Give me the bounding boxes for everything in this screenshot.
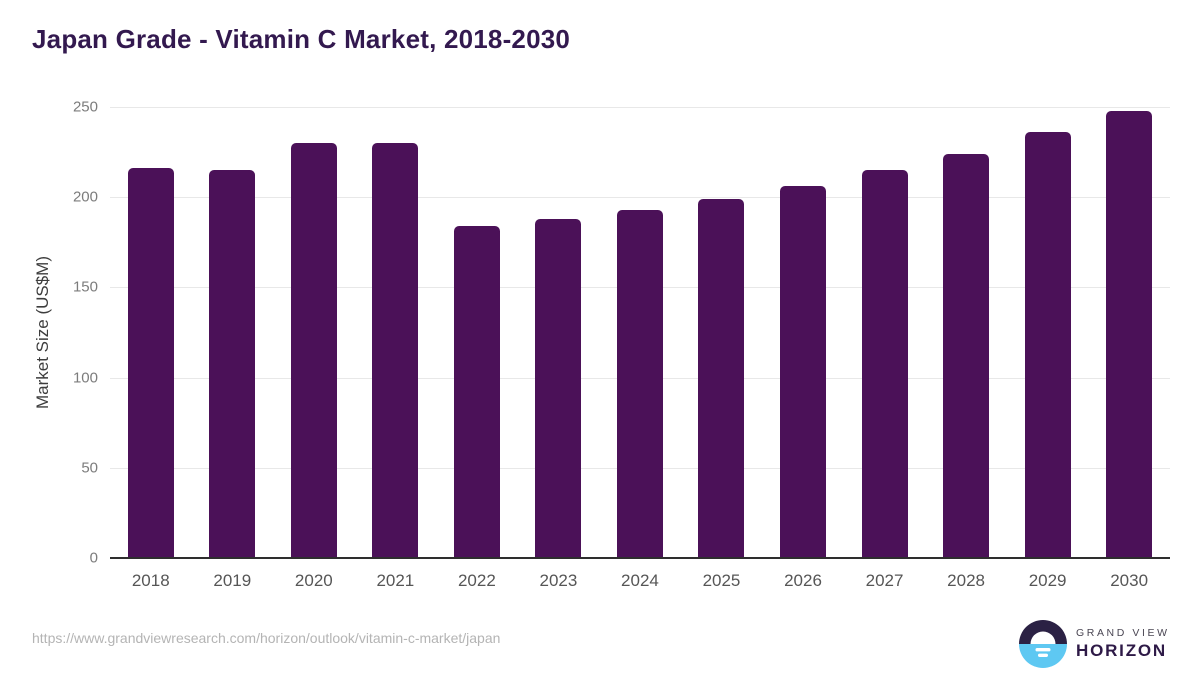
bar-2020[interactable] [290, 143, 337, 558]
bar-slot-2025: 2025 [681, 107, 763, 590]
bar-slot-2029: 2029 [1007, 107, 1089, 590]
y-axis-tick-250: 250 [72, 98, 98, 116]
brand-name-grand-view: GRAND VIEW [1076, 627, 1170, 639]
brand-text: GRAND VIEW HORIZON [1076, 627, 1170, 661]
y-axis-tick-0: 0 [89, 549, 98, 567]
bar-2019[interactable] [209, 170, 256, 558]
bar-slot-2024: 2024 [599, 107, 681, 590]
bar-slot-2020: 2020 [273, 107, 355, 590]
x-axis-label-2028: 2028 [947, 571, 985, 590]
y-axis-tick-50: 50 [81, 459, 98, 477]
bar-2022[interactable] [453, 226, 500, 558]
x-axis-label-2027: 2027 [865, 571, 904, 590]
bar-2021[interactable] [372, 143, 419, 558]
y-axis-tick-100: 100 [72, 369, 98, 387]
bar-2025[interactable] [698, 199, 745, 558]
x-axis-line [110, 557, 1170, 559]
grand-view-horizon-logo-icon [1019, 620, 1067, 668]
bar-2018[interactable] [127, 168, 174, 558]
bar-slot-2019: 2019 [192, 107, 274, 590]
x-axis-label-2030: 2030 [1110, 571, 1149, 590]
x-axis-label-2020: 2020 [294, 571, 333, 590]
y-axis-tick-150: 150 [72, 278, 98, 296]
brand-name-horizon: HORIZON [1076, 641, 1167, 660]
plot-area: 0 50 100 150 200 250 2018 2019 2020 2021 2022 2023… [73, 99, 1170, 590]
bar-slot-2028: 2028 [925, 107, 1007, 590]
bar-2030[interactable] [1106, 110, 1153, 558]
y-axis-title: Market Size (US$M) [30, 107, 56, 558]
gridline-250 [110, 107, 1170, 108]
source-url: https://www.grandviewresearch.com/horizo… [32, 630, 501, 646]
x-axis-label-2022: 2022 [457, 571, 496, 590]
bar-slot-2026: 2026 [762, 107, 844, 590]
x-axis-label-2026: 2026 [784, 571, 822, 590]
brand-logo: GRAND VIEW HORIZON [1019, 620, 1170, 668]
x-axis-label-2018: 2018 [131, 571, 170, 590]
bar-slot-2023: 2023 [518, 107, 600, 590]
bar-2026[interactable] [780, 186, 827, 558]
bar-2024[interactable] [616, 209, 663, 558]
bars-container: 2018 2019 2020 2021 2022 2023 2024 2025 2026 2027… [110, 107, 1170, 590]
x-axis-label-2029: 2029 [1028, 571, 1067, 590]
x-axis-label-2025: 2025 [702, 571, 741, 590]
x-axis-label-2019: 2019 [213, 571, 252, 590]
bar-2028[interactable] [943, 153, 990, 558]
bar-2027[interactable] [861, 170, 908, 558]
bar-slot-2018: 2018 [110, 107, 192, 590]
bar-slot-2030: 2030 [1088, 107, 1170, 590]
bar-2023[interactable] [535, 218, 582, 558]
bar-slot-2021: 2021 [355, 107, 437, 590]
x-axis-label-2023: 2023 [539, 571, 578, 590]
y-axis-title-label: Market Size (US$M) [33, 255, 52, 410]
x-axis-label-2024: 2024 [621, 571, 659, 590]
page-title: Japan Grade - Vitamin C Market, 2018-203… [32, 24, 571, 54]
bar-2029[interactable] [1024, 132, 1071, 558]
bar-slot-2022: 2022 [436, 107, 518, 590]
bar-slot-2027: 2027 [844, 107, 926, 590]
x-axis-label-2021: 2021 [376, 571, 415, 590]
y-axis-tick-200: 200 [72, 188, 98, 206]
gridline-200 [110, 197, 1170, 199]
